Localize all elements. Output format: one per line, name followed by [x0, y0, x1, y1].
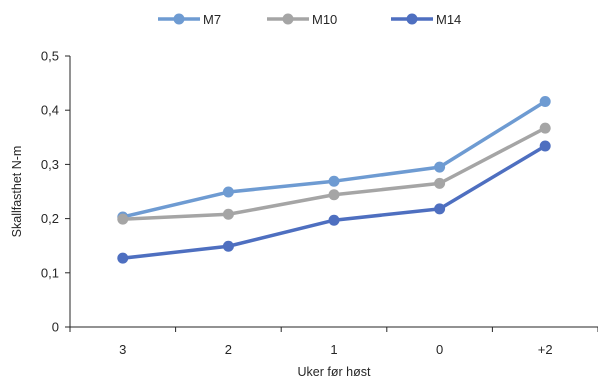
y-tick-label: 0,4	[41, 103, 59, 118]
data-point-m14	[117, 252, 129, 264]
legend-marker-m10	[282, 13, 294, 25]
x-tick-label: 2	[225, 342, 232, 357]
legend: M7 M10 M14	[158, 12, 461, 27]
data-point-m7	[328, 175, 340, 187]
y-tick-label: 0,5	[41, 49, 59, 64]
x-ticks: 3 2 1 0 +2	[69, 327, 598, 357]
data-point-m7	[222, 186, 234, 198]
y-ticks: 0 0,1 0,2 0,3 0,4 0,5	[41, 49, 70, 335]
legend-label-m7: M7	[203, 12, 221, 27]
data-point-m7	[539, 96, 551, 108]
x-tick-label: 3	[119, 342, 126, 357]
axes: 0 0,1 0,2 0,3 0,4 0,5 3 2 1 0 +2	[41, 49, 598, 357]
legend-marker-m14	[406, 13, 418, 25]
data-point-m7	[434, 161, 446, 173]
data-point-m10	[222, 208, 234, 220]
legend-label-m14: M14	[436, 12, 461, 27]
data-point-m14	[539, 140, 551, 152]
data-point-m10	[328, 189, 340, 201]
y-tick-label: 0,2	[41, 211, 59, 226]
x-tick-label: 1	[330, 342, 337, 357]
series-layer	[117, 96, 551, 264]
legend-marker-m7	[173, 13, 185, 25]
legend-item-m10: M10	[267, 12, 337, 27]
legend-item-m7: M7	[158, 12, 221, 27]
y-tick-label: 0,3	[41, 157, 59, 172]
data-point-m10	[117, 213, 129, 225]
data-point-m14	[434, 203, 446, 215]
legend-item-m14: M14	[391, 12, 461, 27]
x-axis-title: Uker før høst	[298, 365, 371, 379]
x-tick-label: 0	[436, 342, 443, 357]
legend-label-m10: M10	[312, 12, 337, 27]
y-tick-label: 0,1	[41, 265, 59, 280]
y-tick-label: 0	[52, 320, 59, 335]
x-tick-label: +2	[538, 342, 553, 357]
y-axis-title: Skallfasthet N-m	[10, 146, 24, 238]
data-point-m14	[222, 240, 234, 252]
data-point-m14	[328, 214, 340, 226]
series-m10	[117, 122, 551, 225]
series-m14	[117, 140, 551, 264]
data-point-m10	[434, 177, 446, 189]
data-point-m10	[539, 122, 551, 134]
